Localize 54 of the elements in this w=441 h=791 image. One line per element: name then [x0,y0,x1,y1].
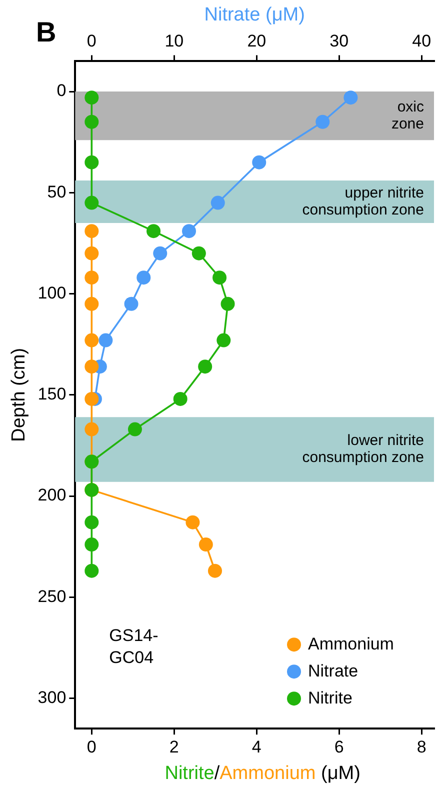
point [84,224,99,238]
text: B [36,16,56,48]
point [84,422,99,436]
point [128,422,142,436]
x2-tick-label: 0 [86,32,96,51]
point [84,155,99,170]
point [84,538,99,552]
band-label: upper nitrite consumption zone [302,184,424,218]
point [84,360,99,374]
y-tick-label: 150 [38,384,66,404]
x2-tick-label: 40 [412,32,432,51]
point [198,538,213,552]
point [84,296,99,311]
band-label: oxic zone [391,98,424,132]
legend-label: Nitrite [308,688,352,708]
x2-tick-label: 30 [330,32,349,51]
point [84,333,99,348]
band-label: lower nitrite consumption zone [302,432,424,466]
x-tick-label: 0 [86,737,96,756]
point [198,360,212,374]
x-tick-label: 2 [169,737,179,756]
point [84,515,99,530]
x2-axis-title: Nitrate (μM) [204,4,305,26]
y-tick-label: 200 [38,486,66,505]
y-tick-label: 250 [38,586,66,606]
point [84,270,99,285]
annotation: GS14- GC04 [109,626,158,667]
y-tick-label: 50 [47,182,66,202]
point [84,392,99,406]
y-tick-label: 100 [38,283,66,302]
legend-label: Ammonium [308,634,394,654]
x-tick-label: 4 [252,737,262,756]
point [84,246,99,260]
point [84,564,99,578]
x-axis-title: Nitrite/Ammonium (μM) [164,763,360,784]
x-tick-label: 6 [334,737,344,756]
point [208,564,222,578]
x2-tick-label: 10 [164,32,184,51]
point [192,246,206,260]
x-tick-label: 8 [416,737,426,756]
point [212,270,227,285]
legend-label: Nitrate [308,661,358,680]
y-tick-label: 0 [56,81,66,100]
point [220,296,235,311]
x2-tick-label: 20 [247,32,266,51]
point [173,392,188,406]
point [146,224,161,238]
y-axis-title: Depth (cm) [8,348,30,442]
y-tick-label: 300 [38,688,66,707]
point [216,333,231,348]
point [84,196,99,210]
point [84,114,99,129]
point [186,515,200,530]
point [84,90,99,105]
